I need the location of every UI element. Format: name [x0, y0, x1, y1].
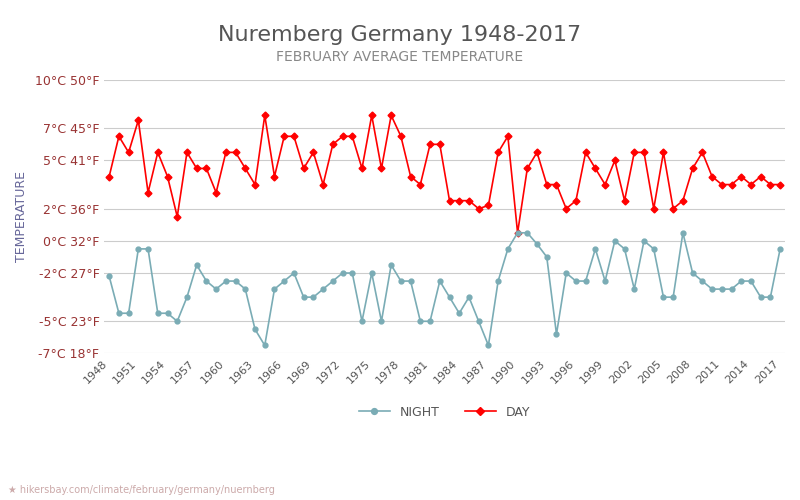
DAY	[513, 230, 522, 236]
NIGHT	[260, 342, 270, 348]
Line: DAY: DAY	[106, 113, 782, 235]
DAY	[192, 166, 202, 172]
Legend: NIGHT, DAY: NIGHT, DAY	[354, 401, 535, 424]
DAY	[260, 112, 270, 118]
DAY	[270, 174, 279, 180]
DAY	[396, 134, 406, 140]
Text: ★ hikersbay.com/climate/february/germany/nuernberg: ★ hikersbay.com/climate/february/germany…	[8, 485, 275, 495]
NIGHT	[104, 273, 114, 279]
DAY	[318, 182, 328, 188]
Text: FEBRUARY AVERAGE TEMPERATURE: FEBRUARY AVERAGE TEMPERATURE	[277, 50, 523, 64]
DAY	[104, 174, 114, 180]
Y-axis label: TEMPERATURE: TEMPERATURE	[15, 171, 28, 262]
NIGHT	[192, 262, 202, 268]
NIGHT	[775, 246, 785, 252]
NIGHT	[513, 230, 522, 236]
NIGHT	[484, 342, 494, 348]
NIGHT	[270, 286, 279, 292]
Line: NIGHT: NIGHT	[106, 230, 782, 348]
DAY	[775, 182, 785, 188]
Text: Nuremberg Germany 1948-2017: Nuremberg Germany 1948-2017	[218, 25, 582, 45]
DAY	[484, 202, 494, 208]
DAY	[698, 150, 707, 156]
NIGHT	[318, 286, 328, 292]
NIGHT	[396, 278, 406, 284]
NIGHT	[698, 278, 707, 284]
